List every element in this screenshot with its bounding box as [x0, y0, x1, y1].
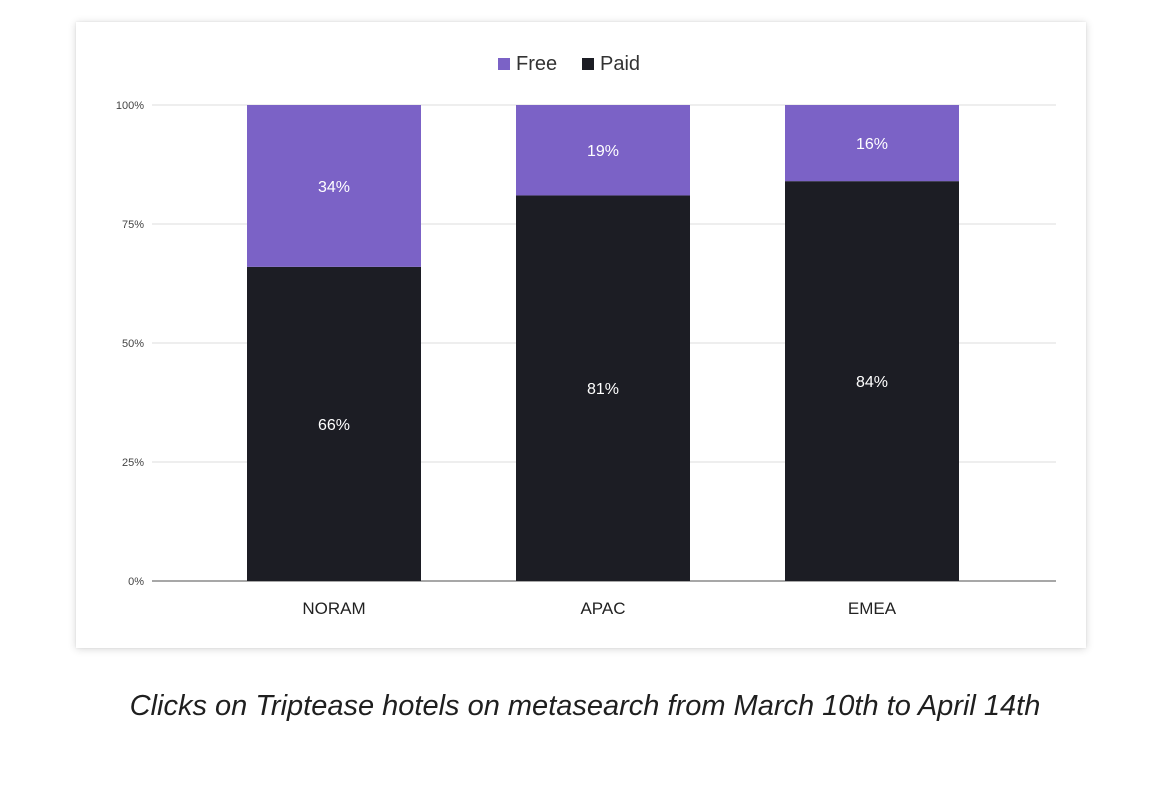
data-label: 34%: [318, 179, 350, 196]
data-label: 81%: [587, 381, 619, 398]
legend-label: Free: [516, 53, 557, 75]
bar-segment-paid: [785, 181, 959, 581]
x-tick-label: NORAM: [302, 599, 365, 618]
bar-segment-free: [247, 105, 421, 267]
legend-swatch: [582, 58, 594, 70]
bar-segment-free: [516, 105, 690, 196]
y-tick-label: 25%: [122, 457, 144, 469]
chart-card: 0% 25% 50% 75% 100% 66% 34% NORAM 81% 19% APAC 84% 1…: [76, 22, 1086, 648]
data-label: 19%: [587, 143, 619, 160]
bar-segment-paid: [516, 195, 690, 581]
data-label: 84%: [856, 374, 888, 391]
legend-label: Paid: [600, 53, 640, 75]
stacked-bar-chart: 0% 25% 50% 75% 100% 66% 34% NORAM 81% 19% APAC 84% 1…: [116, 53, 1056, 618]
x-tick-label: EMEA: [848, 599, 897, 618]
bar-segment-paid: [247, 266, 421, 581]
data-label: 16%: [856, 136, 888, 153]
y-tick-label: 75%: [122, 219, 144, 231]
y-tick-label: 100%: [116, 100, 144, 112]
chart-caption: Clicks on Triptease hotels on metasearch…: [129, 690, 1041, 722]
bar-segment-free: [785, 105, 959, 182]
x-tick-label: APAC: [580, 599, 625, 618]
data-label: 66%: [318, 417, 350, 434]
legend-swatch: [498, 58, 510, 70]
y-tick-label: 50%: [122, 338, 144, 350]
y-tick-label: 0%: [128, 576, 144, 588]
